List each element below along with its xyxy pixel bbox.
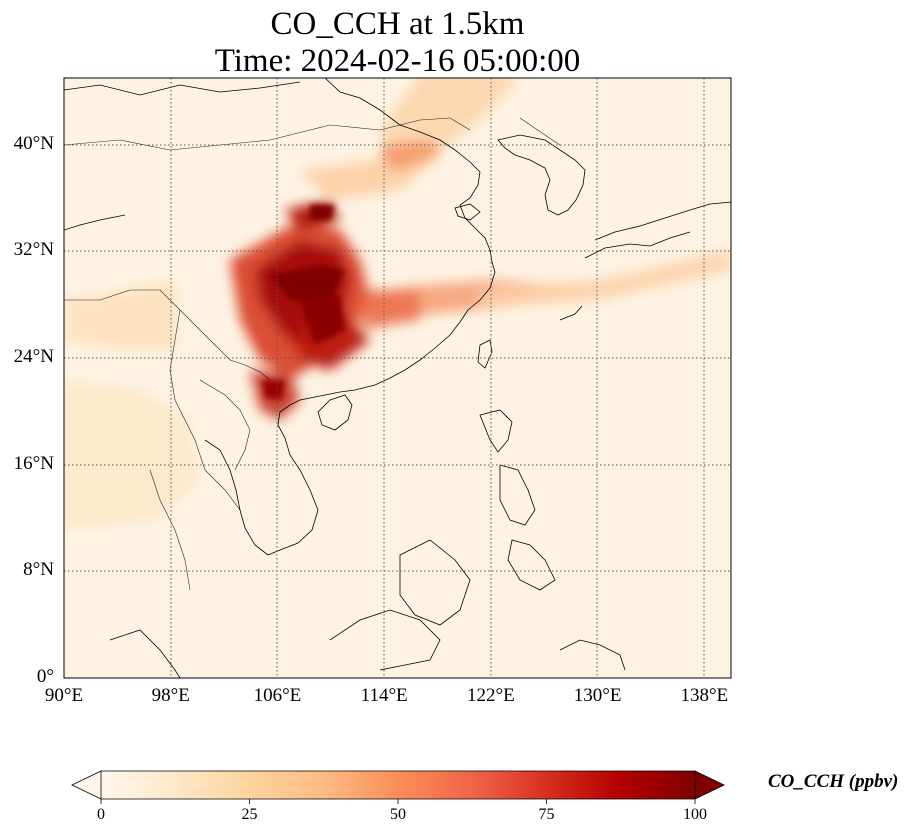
lat-tick-label: 32°N — [13, 239, 54, 261]
lon-tick-label: 130°E — [573, 685, 622, 706]
lat-tick-label: 40°N — [13, 132, 54, 154]
lon-tick-label: 98°E — [151, 685, 190, 706]
colorbar-tick-label: 50 — [390, 806, 406, 823]
colorbar-tick-label: 0 — [97, 806, 105, 823]
colorbar-max-extend — [694, 770, 725, 800]
lon-tick-label: 114°E — [360, 685, 408, 706]
coastlines — [64, 78, 731, 678]
gridlines — [64, 78, 731, 678]
co-hotspots — [262, 205, 345, 400]
lat-tick-label: 24°N — [13, 346, 54, 367]
map-frame — [63, 77, 732, 679]
colorbar-tick-label: 100 — [683, 806, 707, 823]
map-time: Time: 2024-02-16 05:00:00 — [214, 43, 581, 79]
lon-tick-label: 90°E — [44, 685, 84, 706]
colorbar-tick-label: 75 — [538, 806, 555, 823]
colorbar-min-extend — [71, 770, 102, 800]
lon-tick-label: 106°E — [253, 685, 302, 706]
colorbar-label: CO_CCH (ppbv) — [768, 771, 899, 792]
colorbar-tickmarks — [100, 799, 696, 804]
map-title: CO_CCH at 1.5km — [270, 6, 525, 42]
colorbar-tick-label: 25 — [241, 806, 258, 823]
lon-tick-label: 138°E — [680, 685, 729, 706]
colorbar-gradient — [101, 771, 695, 799]
country-borders — [64, 117, 561, 591]
lon-tick-label: 122°E — [467, 685, 515, 706]
lat-tick-label: 0° — [36, 666, 54, 687]
lat-tick-label: 8°N — [23, 559, 54, 581]
lat-tick-label: 16°N — [13, 452, 54, 474]
